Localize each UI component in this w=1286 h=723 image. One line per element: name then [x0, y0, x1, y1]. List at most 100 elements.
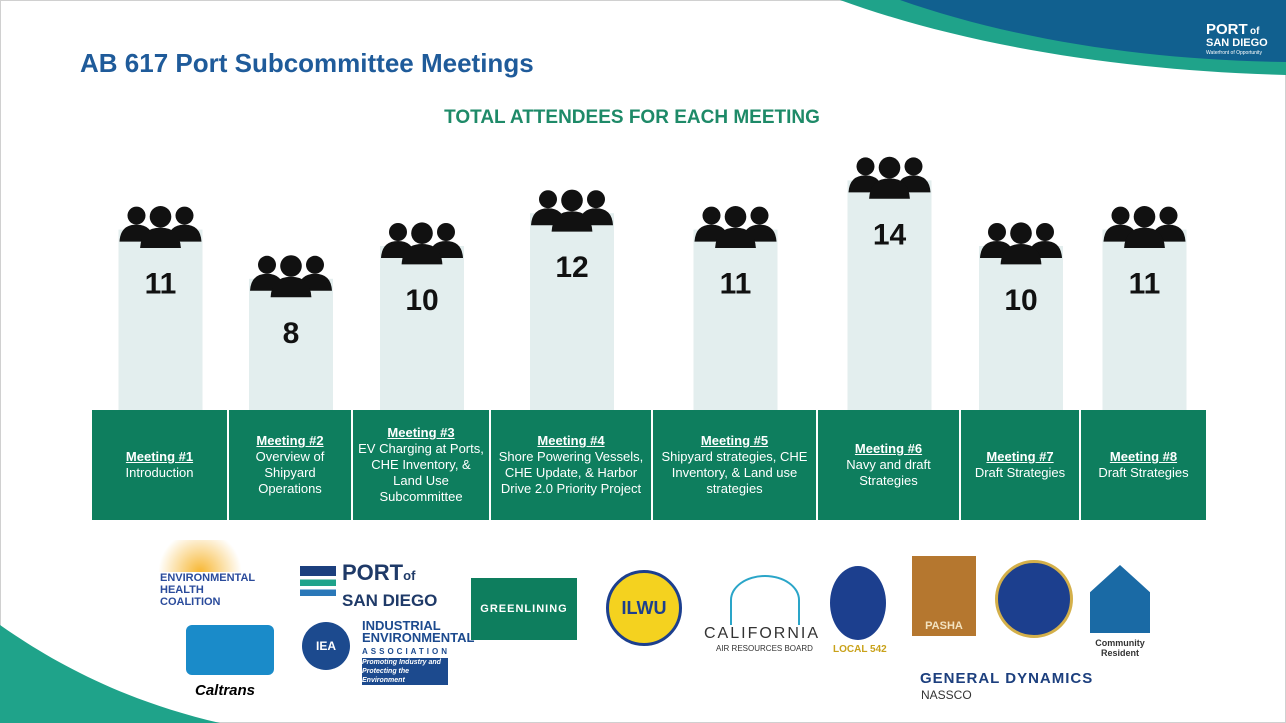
- category-cell: Meeting #3 EV Charging at Ports, CHE Inve…: [353, 410, 491, 520]
- logo: ENVIRONMENTAL HEALTH COALITION: [160, 572, 255, 608]
- category-label: Meeting #7: [986, 449, 1054, 464]
- person-body: [401, 244, 443, 265]
- category-cell: Meeting #5 Shipyard strategies, CHE Inven…: [653, 410, 818, 520]
- person-head: [411, 222, 433, 244]
- logo-emblem: [995, 560, 1073, 638]
- logo: GENERAL DYNAMICS: [920, 670, 1094, 687]
- person-head: [175, 206, 194, 225]
- value-label: 11: [720, 268, 752, 301]
- logo-text: Waterfront of Opportunity: [1206, 50, 1262, 56]
- bar: [693, 229, 778, 410]
- logo-text: ENVIRONMENTAL: [362, 630, 475, 645]
- category-label: Meeting #6: [854, 441, 923, 456]
- category-cell: Meeting #2 Overview of Shipyard Operation…: [229, 410, 353, 520]
- logo-emblem: [730, 575, 800, 625]
- logo-text: PORT: [1206, 21, 1248, 38]
- logo: AIR RESOURCES BOARD: [716, 644, 813, 653]
- person-head: [437, 223, 455, 241]
- value-label: 11: [145, 268, 177, 301]
- category-description: Shipyard strategies, CHE Inventory, & La…: [661, 449, 808, 496]
- value-label: 10: [405, 284, 438, 317]
- logo: Promoting Industry and Protecting the En…: [362, 658, 448, 685]
- people-icon: [848, 153, 931, 199]
- logo: PORTof SAN DIEGO: [342, 560, 437, 612]
- logo-text: PORT: [342, 560, 404, 585]
- person-head: [539, 190, 557, 209]
- category-description: Overview of Shipyard Operations: [255, 449, 325, 496]
- category-description: Shore Powering Vessels, CHE Update, & Ha…: [498, 449, 644, 496]
- swoosh: [900, 0, 1286, 62]
- value-label: 10: [1004, 284, 1037, 317]
- bar: [979, 246, 1063, 410]
- category-description: Navy and draft Strategies: [846, 457, 931, 488]
- person-head: [561, 189, 583, 212]
- logo: ILWU: [606, 570, 682, 646]
- value-label: 12: [555, 251, 588, 284]
- category-cell: Meeting #6 Navy and draft Strategies: [818, 410, 961, 520]
- logo: INDUSTRIAL ENVIRONMENTAL ASSOCIATION: [362, 618, 475, 658]
- category-description: EV Charging at Ports, CHE Inventory, & L…: [358, 441, 484, 504]
- category-cell: Meeting #4 Shore Powering Vessels, CHE Up…: [491, 410, 653, 520]
- person-body: [140, 227, 181, 248]
- logo-emblem: [300, 566, 336, 596]
- people-icon: [381, 219, 463, 265]
- people-icon: [694, 203, 777, 248]
- person-head: [988, 223, 1006, 241]
- category-cell: Meeting #7 Draft Strategies: [961, 410, 1081, 520]
- logo-text: SAN DIEGO: [342, 591, 438, 610]
- person-body: [869, 178, 910, 199]
- category-description: Draft Strategies: [1098, 465, 1189, 480]
- person-body: [270, 276, 312, 298]
- person-head: [904, 157, 923, 176]
- category-label: Meeting #5: [700, 433, 769, 448]
- people-icon: [119, 203, 202, 248]
- swoosh: [0, 625, 220, 723]
- bar: [530, 213, 614, 410]
- logo: LOCAL 542: [833, 644, 887, 655]
- bar: [1102, 229, 1187, 410]
- logo: IEA: [302, 622, 350, 670]
- person-head: [587, 190, 605, 209]
- person-body: [1124, 227, 1165, 248]
- logo: CALIFORNIA: [704, 625, 821, 642]
- logo-text: SAN DIEGO: [1206, 37, 1268, 49]
- category-label: Meeting #3: [387, 425, 455, 440]
- bar: [380, 246, 464, 410]
- logo: PASHA: [912, 556, 976, 636]
- logo-text: of: [1250, 26, 1260, 37]
- person-head: [389, 223, 407, 241]
- header-logo: PORT of SAN DIEGO Waterfront of Opportun…: [1206, 21, 1268, 56]
- person-body: [1000, 244, 1042, 265]
- value-label: 14: [873, 218, 907, 251]
- category-label: Meeting #1: [125, 449, 194, 464]
- logo-text: of: [403, 568, 416, 583]
- person-head: [856, 157, 875, 176]
- bar: [847, 180, 932, 410]
- person-body: [715, 227, 756, 248]
- logo-text: INDUSTRIAL: [362, 618, 441, 633]
- logo: Community Resident: [1095, 638, 1145, 658]
- logo-text: ASSOCIATION: [362, 647, 450, 656]
- person-head: [750, 206, 769, 225]
- person-head: [1111, 206, 1130, 225]
- person-head: [724, 206, 747, 228]
- title: AB 617 Port Subcommittee Meetings: [80, 48, 534, 78]
- logo-emblem: [830, 566, 886, 640]
- value-label: 8: [283, 317, 300, 350]
- person-head: [1159, 206, 1178, 225]
- person-head: [149, 206, 172, 228]
- logo-emblem: [150, 540, 250, 572]
- category-label: Meeting #2: [256, 433, 324, 448]
- people-icon: [250, 252, 332, 298]
- logo: [186, 625, 274, 675]
- person-head: [1036, 223, 1054, 241]
- logo: Caltrans: [195, 682, 256, 699]
- person-head: [702, 206, 721, 225]
- person-head: [280, 255, 302, 277]
- person-head: [1133, 206, 1156, 228]
- category-description: Introduction: [125, 465, 194, 480]
- category-label: Meeting #8: [1109, 449, 1178, 464]
- person-head: [1010, 222, 1032, 244]
